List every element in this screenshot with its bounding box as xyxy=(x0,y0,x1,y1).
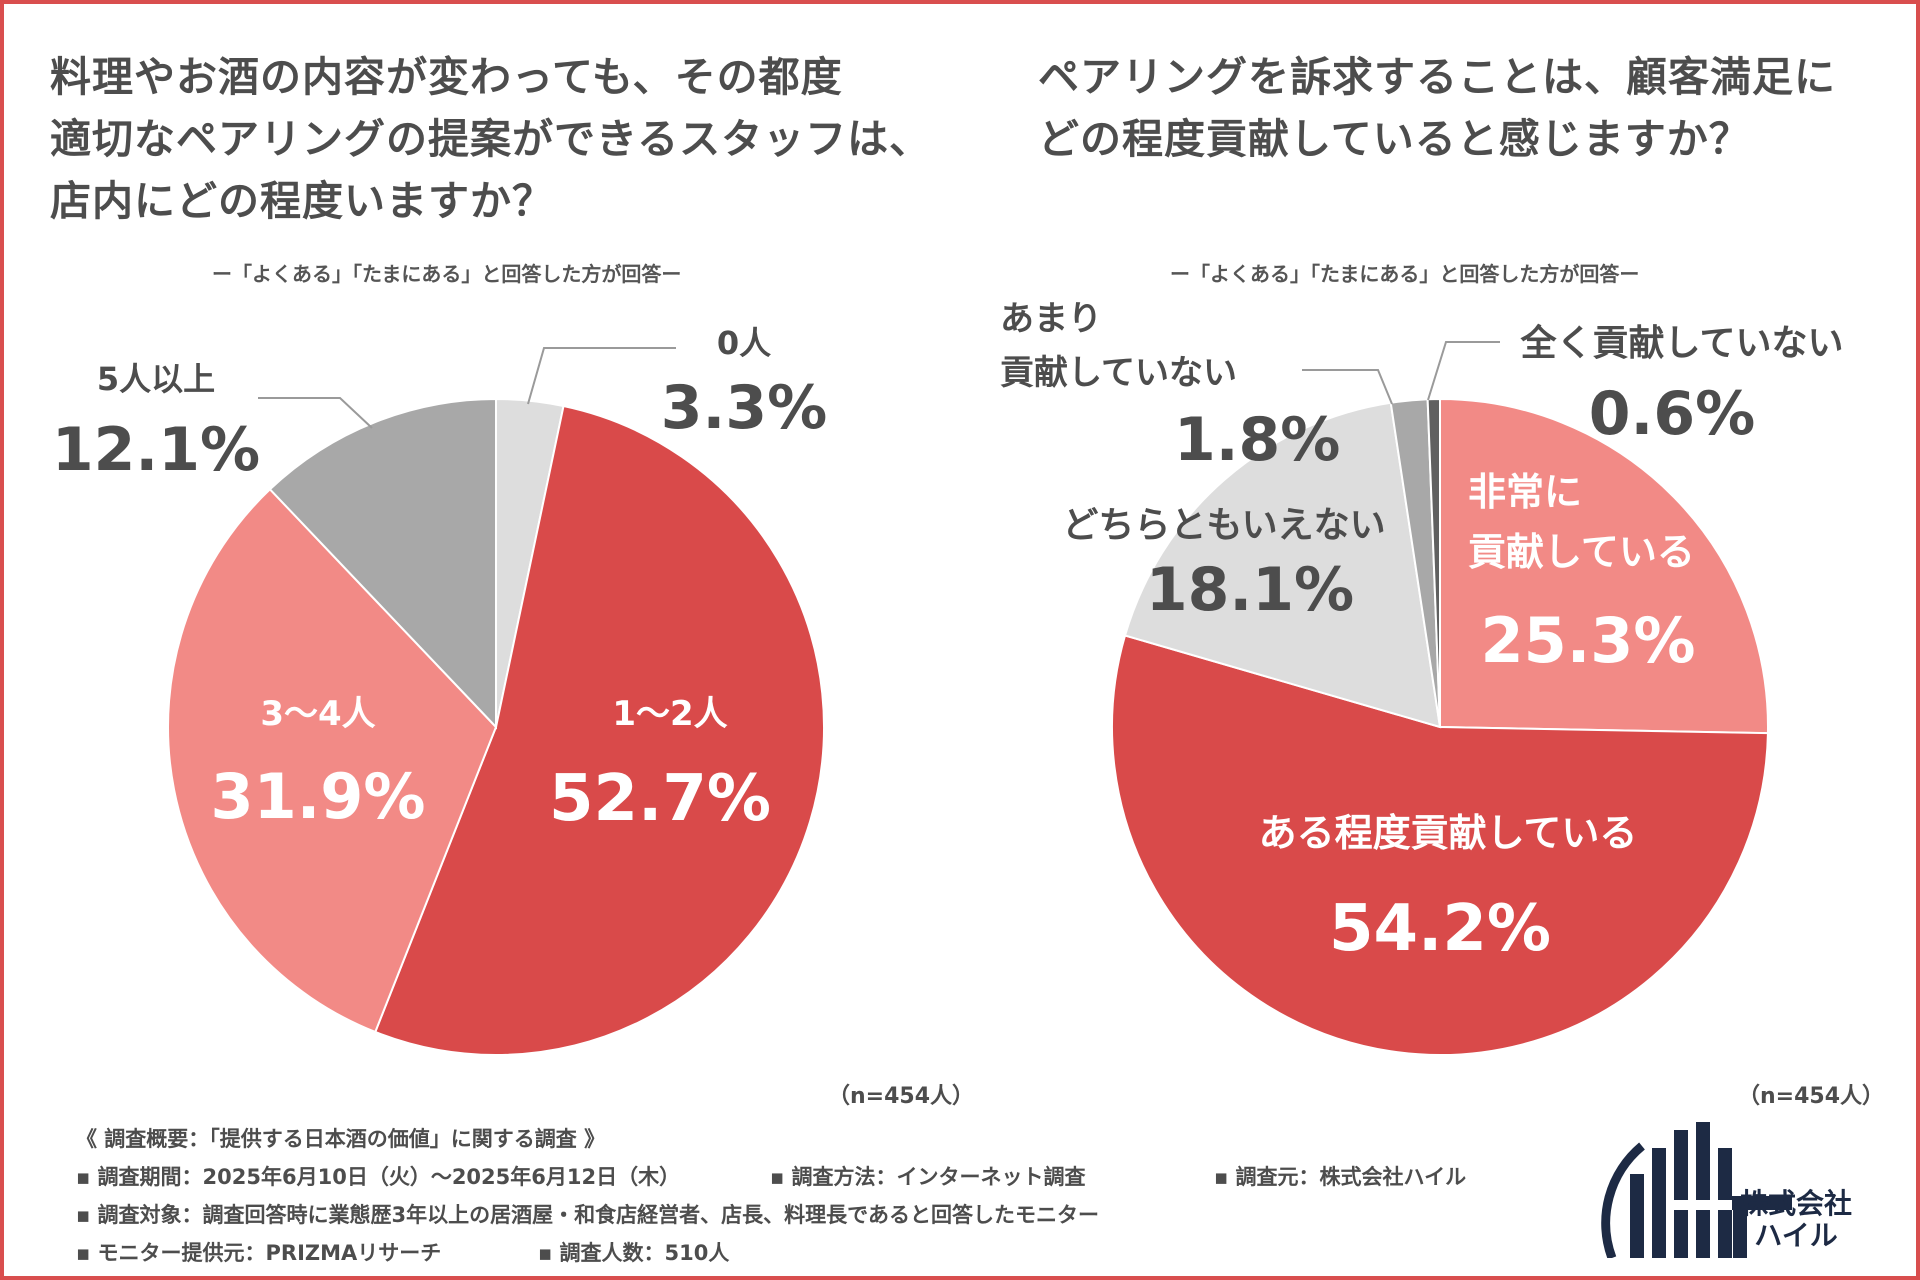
pie-slice xyxy=(1439,397,1769,735)
slice-label: 1〜2人 xyxy=(612,694,727,734)
slice-value: 54.2% xyxy=(1329,892,1551,966)
leader-line xyxy=(258,397,373,429)
pie-slice xyxy=(167,487,498,1034)
pie-slice xyxy=(1123,401,1442,729)
left-chart-title: 料理やお酒の内容が変わっても、その都度 適切なペアリングの提案ができるスタッフは… xyxy=(50,46,931,232)
right-chart-title: ペアリングを訴求することは、顧客満足に どの程度貢献していると感じますか？ xyxy=(1038,46,1836,170)
left-chart-subtitle: ー「よくある」「たまにある」と回答した方が回答ー xyxy=(212,262,682,286)
slice-value: 31.9% xyxy=(210,760,425,833)
leader-line xyxy=(1302,369,1393,405)
right-title-line: ペアリングを訴求することは、顧客満足に xyxy=(1038,53,1836,101)
survey-method: ▪ 調査方法：インターネット調査 xyxy=(770,1165,1086,1189)
survey-heading: 《 調査概要：「提供する日本酒の価値」に関する調査 》 xyxy=(76,1127,606,1151)
survey-source: ▪ 調査元：株式会社ハイル xyxy=(1214,1165,1467,1189)
slice-value: 12.1% xyxy=(52,415,260,485)
slice-label: あまり xyxy=(1000,299,1102,339)
left-sample-size: （n=454人） xyxy=(828,1084,975,1109)
logo-line2: ハイル xyxy=(1754,1219,1838,1252)
right-chart-subtitle: ー「よくある」「たまにある」と回答した方が回答ー xyxy=(1170,262,1640,286)
slice-value: 3.3% xyxy=(661,373,827,443)
leader-line xyxy=(527,347,676,405)
slice-label: どちらともいえない xyxy=(1062,505,1385,546)
slice-label: 全く貢献していない xyxy=(1520,322,1844,364)
slice-label: 5人以上 xyxy=(97,360,215,398)
company-logo-text: 株式会社 ハイル xyxy=(1740,1188,1852,1252)
slice-label: 非常に xyxy=(1468,470,1582,514)
survey-period: ▪ 調査期間：2025年6月10日（火）〜2025年6月12日（木） xyxy=(76,1165,681,1189)
survey-target: ▪ 調査対象：調査回答時に業態歴3年以上の居酒屋・和食店経営者、店長、料理長であ… xyxy=(76,1203,1099,1227)
survey-provider: ▪ モニター提供元：PRIZMAリサーチ xyxy=(76,1241,442,1265)
pie-slice xyxy=(1111,634,1769,1056)
slice-label: 3〜4人 xyxy=(260,694,375,734)
slice-value: 1.8% xyxy=(1174,405,1340,475)
left-title-line: 料理やお酒の内容が変わっても、その都度 xyxy=(50,53,843,101)
left-title-line: 店内にどの程度いますか？ xyxy=(50,177,554,225)
pie-slice xyxy=(373,404,825,1056)
company-logo-icon xyxy=(1601,1122,1792,1258)
survey-count: ▪ 調査人数：510人 xyxy=(538,1241,730,1265)
right-title-line: どの程度貢献していると感じますか？ xyxy=(1038,115,1751,163)
slice-value: 0.6% xyxy=(1589,379,1755,449)
leader-line xyxy=(1427,341,1500,401)
right-sample-size: （n=454人） xyxy=(1738,1084,1885,1109)
left-pie-chart: 0人 3.3% 1〜2人 52.7% 3〜4人 31.9% 5人以上 12.1% xyxy=(52,324,827,1056)
slice-value: 25.3% xyxy=(1480,604,1695,677)
survey-summary: 《 調査概要：「提供する日本酒の価値」に関する調査 》 ▪ 調査期間：2025年… xyxy=(76,1120,1466,1272)
slice-label: 貢献している xyxy=(1468,530,1695,574)
logo-line1: 株式会社 xyxy=(1740,1187,1853,1220)
slice-value: 18.1% xyxy=(1146,555,1354,625)
left-title-line: 適切なペアリングの提案ができるスタッフは、 xyxy=(50,115,932,163)
slice-label: ある程度貢献している xyxy=(1259,811,1638,855)
slice-label: 貢献していない xyxy=(1000,353,1237,393)
slice-label: 0人 xyxy=(717,324,771,362)
pie-slice xyxy=(268,397,497,730)
slice-value: 52.7% xyxy=(549,762,771,836)
